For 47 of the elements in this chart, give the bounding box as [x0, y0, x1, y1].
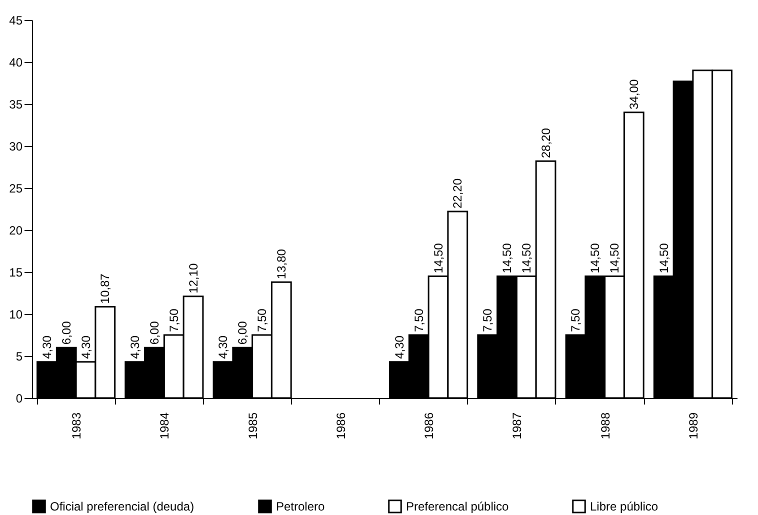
legend-label: Libre público: [590, 499, 658, 514]
y-tick-label: 40: [9, 56, 23, 70]
y-tick-label: 45: [9, 14, 23, 28]
data-label: 4,30: [40, 335, 54, 359]
data-label: 12,10: [186, 263, 200, 294]
y-tick-label: 0: [16, 392, 23, 406]
x-tick-label: 1986: [334, 412, 348, 440]
data-label: 7,50: [568, 308, 583, 332]
data-label: 34,00: [626, 79, 641, 110]
x-tick-label: 1986: [422, 412, 436, 440]
data-label: 13,80: [274, 248, 288, 280]
data-label: 28,20: [538, 128, 553, 158]
data-label: 7,50: [480, 308, 495, 332]
data-label: 22,20: [450, 178, 465, 209]
x-tick-label: 1989: [686, 412, 700, 440]
data-label: 4,30: [392, 335, 406, 359]
data-label: 4,30: [128, 335, 142, 359]
data-label: 7,50: [166, 308, 181, 332]
data-label: 14,50: [431, 242, 446, 274]
legend-label: Preferencal público: [406, 499, 510, 514]
legend-label: Petrolero: [276, 499, 326, 514]
x-tick-label: 1988: [598, 412, 612, 440]
y-tick-label: 15: [9, 266, 23, 280]
y-tick-label: 25: [9, 182, 23, 196]
data-label: 6,00: [147, 320, 162, 345]
data-label: 14,50: [588, 242, 602, 274]
data-label: 6,00: [236, 320, 250, 345]
y-tick-label: 35: [9, 98, 23, 112]
legend-label: Oficial preferencial (deuda): [50, 499, 194, 514]
data-label: 7,50: [412, 308, 426, 332]
x-tick-label: 1984: [158, 412, 172, 440]
y-tick-label: 5: [16, 350, 23, 364]
data-label: 4,30: [216, 335, 230, 359]
x-tick-label: 1985: [246, 412, 260, 440]
data-label: 7,50: [255, 308, 270, 332]
y-tick-label: 30: [9, 140, 23, 154]
data-label: 4,30: [78, 335, 93, 359]
y-tick-label: 20: [9, 224, 23, 238]
y-tick-label: 10: [9, 308, 23, 322]
data-label: 14,50: [500, 242, 514, 274]
data-label: 6,00: [59, 320, 74, 345]
data-label: 14,50: [519, 242, 534, 274]
data-label: 10,87: [98, 273, 112, 304]
data-label: 14,50: [656, 242, 671, 274]
data-label: 14,50: [608, 242, 622, 274]
x-tick-label: 1983: [70, 412, 84, 440]
x-tick-label: 1987: [510, 412, 524, 440]
